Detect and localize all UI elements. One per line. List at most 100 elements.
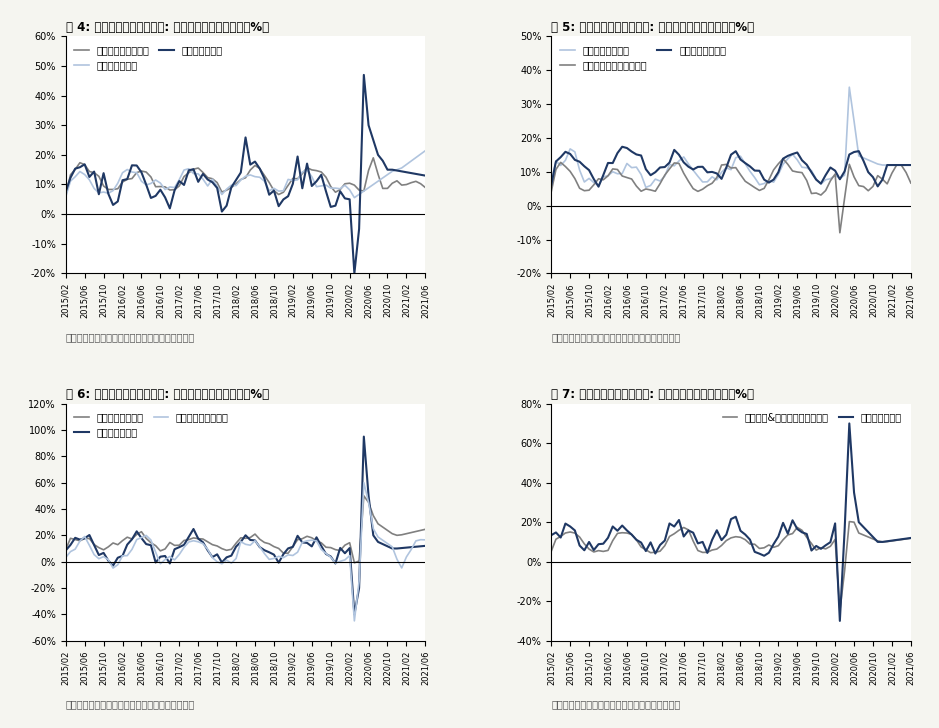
烟酒零售额同比 [420,171,431,180]
服装零售额同比 [131,527,143,536]
文化办公用品零售额同比 [617,172,628,181]
Legend: 家用电器&音像器材零售额同比, 家具零售额同比: 家用电器&音像器材零售额同比, 家具零售额同比 [718,408,906,427]
家用电器&音像器材零售额同比 [834,606,845,615]
饮料零售额同比 [178,166,190,175]
家具零售额同比 [664,519,675,528]
化妆品零售额同比 [259,538,270,547]
化妆品零售额同比 [358,491,369,500]
家具零售额同比 [692,539,703,547]
日用品零售额同比 [697,178,708,186]
Text: 资料来源：国家统计局、国信证券经济研究所整理: 资料来源：国家统计局、国信证券经济研究所整理 [551,332,681,341]
日用品零售额同比 [905,161,916,170]
家用电器&音像器材零售额同比 [546,547,557,555]
中西药零售额同比 [711,169,722,178]
Line: 日用品零售额同比: 日用品零售额同比 [551,87,911,187]
文化办公用品零售额同比 [777,154,789,163]
金银珠宝零售额同比 [216,559,227,568]
Line: 金银珠宝零售额同比: 金银珠宝零售额同比 [66,483,425,621]
日用品零售额同比 [673,157,685,165]
日用品零售额同比 [640,183,652,191]
家用电器&音像器材零售额同比 [745,539,756,548]
家具零售额同比 [669,522,680,531]
金银珠宝零售额同比 [259,549,270,558]
化妆品零售额同比 [216,545,227,553]
烟酒零售额同比 [131,161,143,170]
饮料零售额同比 [348,194,360,202]
家具零售额同比 [843,419,854,428]
家用电器&音像器材零售额同比 [905,534,916,542]
烟酒零售额同比 [358,71,369,79]
中西药零售额同比 [673,151,685,159]
饮料零售额同比 [131,168,143,177]
粮油食品零售额同比 [183,168,194,177]
文化办公用品零售额同比 [701,181,713,190]
服装零售额同比 [183,532,194,541]
中西药零售额同比 [754,167,765,175]
家具零售额同比 [617,521,628,530]
Line: 中西药零售额同比: 中西药零售额同比 [551,147,911,186]
家用电器&音像器材零售额同比 [701,548,713,557]
Line: 家用电器&音像器材零售额同比: 家用电器&音像器材零售额同比 [551,521,911,611]
烟酒零售额同比 [178,181,190,189]
Text: 资料来源：国家统计局、国信证券经济研究所整理: 资料来源：国家统计局、国信证券经济研究所整理 [66,332,195,341]
中西药零售额同比 [593,182,604,191]
Text: 图 6: 限额以上单位商品零售: 可选品类当月同比情况（%）: 图 6: 限额以上单位商品零售: 可选品类当月同比情况（%） [66,388,269,401]
化妆品零售额同比 [178,536,190,545]
文化办公用品零售额同比 [669,159,680,167]
服装零售额同比 [60,546,71,555]
家用电器&音像器材零售额同比 [843,517,854,526]
饮料零售额同比 [420,146,431,155]
粮油食品零售额同比 [207,175,218,183]
Line: 化妆品零售额同比: 化妆品零售额同比 [66,496,425,563]
家用电器&音像器材零售额同比 [669,529,680,538]
中西药零售额同比 [626,147,638,156]
文化办公用品零售额同比 [664,165,675,173]
中西药零售额同比 [617,143,628,151]
Line: 家具零售额同比: 家具零售额同比 [551,424,911,621]
粮油食品零售额同比 [178,173,190,181]
日用品零售额同比 [617,169,628,178]
粮油食品零售额同比 [60,191,71,199]
服装零售额同比 [358,432,369,441]
Legend: 化妆品零售额同比, 服装零售额同比, 金银珠宝零售额同比: 化妆品零售额同比, 服装零售额同比, 金银珠宝零售额同比 [70,408,233,441]
Line: 服装零售额同比: 服装零售额同比 [66,437,425,614]
服装零售额同比 [216,558,227,567]
日用品零售额同比 [546,178,557,187]
中西药零售额同比 [905,161,916,170]
烟酒零售额同比 [183,166,194,175]
Legend: 日用品零售额同比, 文化办公用品零售额同比, 中西药零售额同比: 日用品零售额同比, 文化办公用品零售额同比, 中西药零售额同比 [556,41,730,74]
服装零售额同比 [178,540,190,549]
粮油食品零售额同比 [420,183,431,192]
文化办公用品零售额同比 [905,178,916,187]
饮料零售额同比 [183,165,194,173]
化妆品零售额同比 [420,525,431,534]
文化办公用品零售额同比 [546,188,557,197]
金银珠宝零售额同比 [183,537,194,546]
Text: 资料来源：国家统计局、国信证券经济研究所整理: 资料来源：国家统计局、国信证券经济研究所整理 [66,699,195,709]
Line: 饮料零售额同比: 饮料零售额同比 [66,151,425,198]
粮油食品零售额同比 [259,171,270,180]
家具零售额同比 [745,535,756,544]
服装零售额同比 [420,542,431,550]
金银珠宝零售额同比 [207,553,218,562]
烟酒零售额同比 [216,207,227,216]
饮料零售额同比 [216,190,227,199]
粮油食品零售额同比 [216,188,227,197]
烟酒零售额同比 [60,187,71,196]
烟酒零售额同比 [207,178,218,186]
金银珠宝零售额同比 [131,535,143,544]
服装零售额同比 [207,553,218,561]
家具零售额同比 [905,534,916,542]
金银珠宝零售额同比 [420,536,431,545]
家用电器&音像器材零售额同比 [664,532,675,541]
饮料零售额同比 [60,192,71,201]
文化办公用品零售额同比 [692,187,703,196]
中西药零售额同比 [678,158,689,167]
服装零售额同比 [259,546,270,555]
烟酒零售额同比 [348,269,360,277]
日用品零售额同比 [669,162,680,170]
Line: 文化办公用品零售额同比: 文化办公用品零售额同比 [551,159,911,233]
文化办公用品零售额同比 [834,229,845,237]
化妆品零售额同比 [207,540,218,549]
中西药零售额同比 [546,181,557,190]
